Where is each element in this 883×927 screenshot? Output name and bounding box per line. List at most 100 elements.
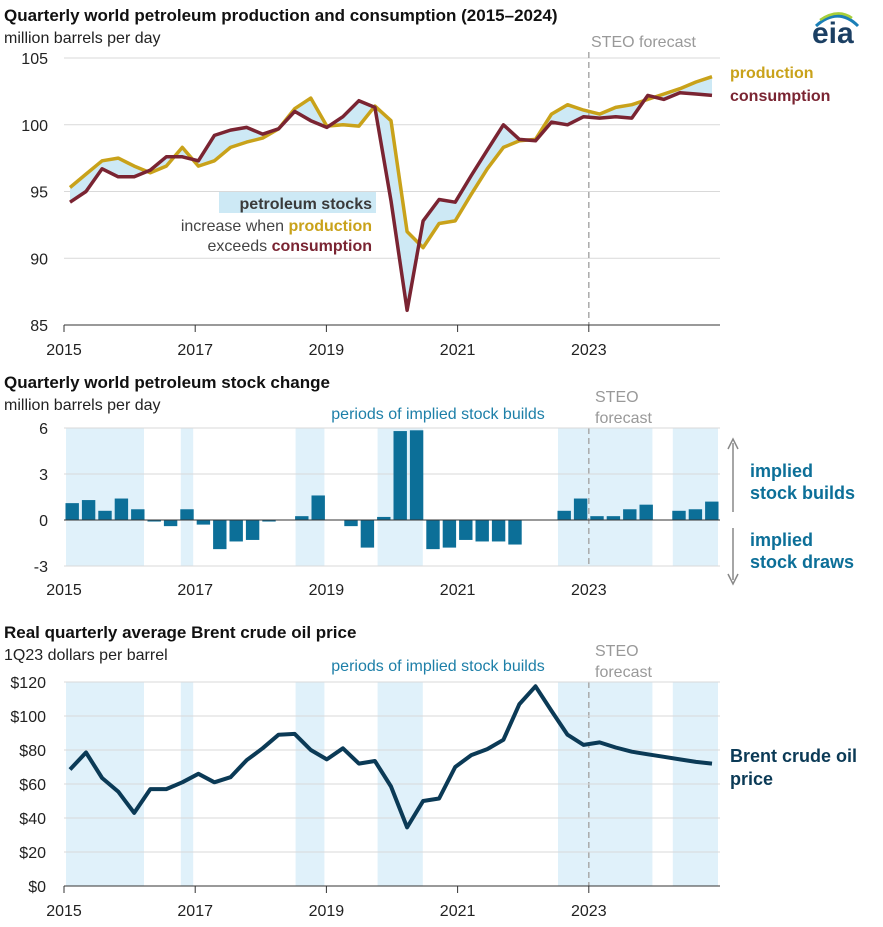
stock-change-bar [606,516,621,520]
panel1-y-tick: 105 [21,51,48,68]
stock-change-bar [311,495,325,520]
panel2-x-tick: 2019 [309,582,345,599]
brent-legend-1: Brent crude oil [730,746,857,766]
stock-change-bars [65,430,719,550]
panel2-build-periods [66,428,718,566]
stock-change-bar [409,430,424,520]
stock-change-bar [98,510,112,520]
consumption-legend: consumption [730,88,830,105]
stock-change-bar [459,520,473,540]
panel3-gridlines [64,681,720,853]
stock-change-bar [213,520,227,550]
panel2-build-period [66,428,144,566]
brent-legend-2: price [730,769,773,789]
stock-change-bar [180,509,194,520]
stock-change-bar [81,500,96,520]
panel2-builds-label: periods of implied stock builds [331,406,544,423]
panel2-x-tick: 2017 [177,582,213,599]
panel1-y-tick: 85 [30,318,48,335]
production-line [68,75,713,250]
panel1-y-tick-labels: 85 90 95 100 105 [21,51,48,335]
panel3-x-tick-labels: 2015 2017 2019 2021 2023 [46,886,607,920]
stock-change-bar [705,501,719,520]
annotation-production: production [288,218,372,235]
panel3-y-tick: $0 [28,879,46,896]
panel2-build-period [558,428,653,566]
eia-logo: eia [812,12,860,50]
panel2-y-tick: 0 [39,513,48,530]
panel2-forecast-label-1: STEO [595,389,639,406]
panel1-x-tick: 2021 [440,342,476,359]
panel2-build-period [180,428,194,566]
draws-label-2: stock draws [750,552,854,572]
panel3-y-tick: $120 [10,675,46,692]
eia-logo-text: eia [812,17,854,50]
panel1-y-tick: 95 [30,185,48,202]
panel1-x-tick: 2017 [177,342,213,359]
panel3-y-tick: $80 [19,743,46,760]
panel2-ylabel: million barrels per day [4,397,161,414]
panel2-y-tick-labels: 6 3 0 -3 [34,421,48,576]
draws-label-1: implied [750,530,813,550]
panel2-x-tick: 2021 [440,582,476,599]
stock-change-bar [393,431,407,520]
stock-change-bar [360,520,375,548]
panel3-builds-label: periods of implied stock builds [331,658,544,675]
stock-change-bar [508,520,522,545]
panel2-build-period [672,428,718,566]
panel3-y-tick-labels: $0 $20 $40 $60 $80 $100 $120 [10,675,46,896]
panel1-title: Quarterly world petroleum production and… [4,6,558,25]
stock-change-bar [147,520,161,522]
consumption-line [69,90,713,313]
panel3-x-tick: 2015 [46,903,82,920]
panel1-forecast-label: STEO forecast [591,34,696,51]
production-legend: production [730,65,814,82]
stock-change-bar [131,509,145,520]
stock-change-bar [475,520,489,542]
panel3-forecast-label-2: forecast [595,664,652,681]
panel2-x-tick-labels: 2015 2017 2019 2021 2023 [46,582,606,599]
panel2-forecast-label-2: forecast [595,410,652,427]
stock-change-bar [245,520,260,540]
panel2-x-tick: 2015 [46,582,82,599]
panel1-x-tick: 2023 [571,342,607,359]
panel3-x-tick: 2021 [440,903,476,920]
builds-label-1: implied [750,461,813,481]
panel3-y-tick: $60 [19,777,46,794]
implied-builds-draws-legend: implied stock builds implied stock draws [727,437,855,586]
panel2-y-tick: 6 [39,421,48,438]
annotation-stocks-label: petroleum stocks [240,196,373,213]
panel1-x-tick: 2019 [309,342,345,359]
panel2-title: Quarterly world petroleum stock change [4,373,330,392]
stock-change-bar [295,516,309,520]
stock-change-bar [65,503,79,520]
stock-change-bar [229,520,243,542]
stock-change-bar [573,498,588,520]
stock-change-bar [688,509,703,520]
panel2-x-tick: 2023 [571,582,607,599]
eia-logo-arc-icon [814,14,860,28]
panel3-y-tick: $20 [19,845,46,862]
annotation-consumption: consumption [272,238,372,255]
stock-change-bar [442,520,457,548]
annotation-increase-when: increase when [181,218,289,235]
stock-change-bar [639,504,653,520]
panel1-x-tick-labels: 2015 2017 2019 2021 2023 [46,325,607,359]
panel2-gridlines [64,427,720,567]
stock-change-bar [672,510,686,520]
annotation-line3: exceeds consumption [208,238,372,255]
panel3-title: Real quarterly average Brent crude oil p… [4,623,356,642]
brent-price-line [68,684,713,830]
stock-change-bar [163,520,178,527]
stock-change-bar [491,520,506,542]
annotation-line2: increase when production [181,218,372,235]
stock-change-bar [114,498,129,520]
panel3-y-tick: $40 [19,811,46,828]
stock-change-bar [262,520,276,522]
panel1-ylabel: million barrels per day [4,30,161,47]
panel2-y-tick: 3 [39,467,48,484]
panel3-y-tick: $100 [10,709,46,726]
stock-change-bar [344,520,358,527]
stock-change-bar [196,520,211,525]
